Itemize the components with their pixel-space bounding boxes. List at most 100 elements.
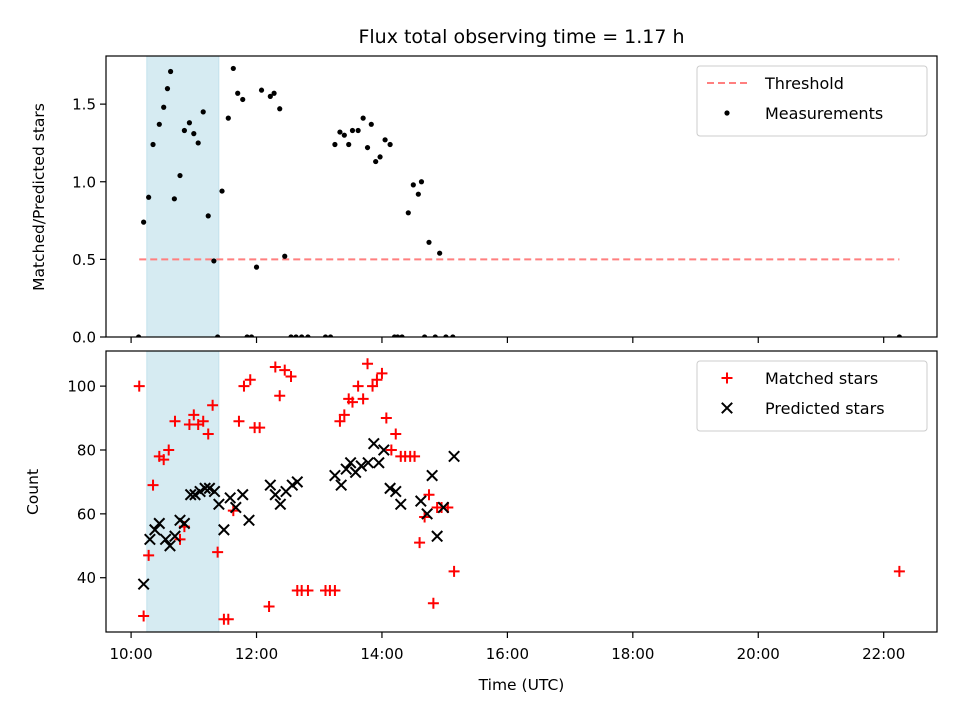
- bottom-predicted-stars-point: [340, 463, 353, 476]
- bottom-x-tick-label: 12:00: [235, 645, 278, 663]
- top-legend-measurements-label: Measurements: [765, 104, 883, 123]
- top-series-group: [136, 65, 902, 337]
- bottom-x-tick-label: 16:00: [486, 645, 529, 663]
- bottom-predicted-stars-point: [362, 456, 375, 469]
- top-measurements-point: [240, 96, 246, 103]
- bottom-matched-stars-point: [371, 374, 383, 386]
- bottom-matched-stars-point: [352, 380, 364, 392]
- bottom-predicted-stars-point: [377, 444, 390, 456]
- top-measurements-point: [267, 93, 273, 99]
- bottom-predicted-stars-point: [394, 498, 407, 511]
- bottom-predicted-stars-point: [184, 488, 197, 501]
- top-measurements-point: [426, 239, 432, 245]
- top-measurements-point: [215, 334, 221, 337]
- bottom-axes-frame: [105, 350, 938, 633]
- bottom-predicted-stars-point: [384, 482, 397, 495]
- bottom-matched-stars-point: [147, 479, 159, 491]
- bottom-y-tick-label: 40: [77, 569, 96, 587]
- top-measurements-point: [161, 104, 167, 110]
- x-axis-label: Time (UTC): [478, 676, 565, 694]
- bottom-predicted-stars-point: [448, 450, 460, 463]
- top-measurements-point: [277, 106, 283, 112]
- top-measurements-point: [395, 334, 401, 337]
- bottom-predicted-stars-point: [367, 437, 380, 450]
- top-measurements-point: [248, 334, 255, 337]
- top-y-axis-label: Matched/Predicted stars: [30, 103, 48, 291]
- bottom-predicted-stars-point: [243, 514, 255, 527]
- bottom-predicted-stars-point: [149, 523, 161, 536]
- top-measurements-point: [150, 141, 156, 148]
- bottom-matched-stars-point: [163, 444, 175, 456]
- bottom-matched-stars-point: [448, 565, 460, 577]
- bottom-predicted-stars-point: [372, 456, 385, 469]
- bottom-matched-stars-point: [207, 399, 219, 411]
- bottom-x-tick-label: 22:00: [862, 645, 905, 663]
- top-measurements-point: [364, 144, 371, 151]
- bottom-predicted-stars-point: [431, 530, 444, 543]
- bottom-legend-matched-stars-label: Matched stars: [765, 369, 878, 388]
- bottom-predicted-stars-point: [199, 482, 212, 495]
- top-measurements-point: [156, 121, 162, 127]
- bottom-x-tick-label: 20:00: [737, 645, 780, 663]
- top-measurements-point: [432, 334, 438, 337]
- bottom-matched-stars-point: [143, 549, 155, 561]
- bottom-matched-stars-point: [357, 393, 369, 405]
- top-measurements-point: [322, 334, 329, 337]
- top-measurements-point: [271, 90, 277, 96]
- top-measurements-point: [146, 194, 152, 200]
- top-measurements-point: [373, 158, 379, 165]
- bottom-matched-stars-point: [174, 533, 186, 545]
- top-measurements-point: [341, 132, 347, 138]
- top-measurements-point: [418, 179, 425, 185]
- top-measurements-point: [191, 131, 197, 137]
- bottom-y-tick-label: 60: [77, 505, 96, 523]
- top-legend-measurements-swatch: [724, 110, 730, 116]
- top-measurements-point: [136, 334, 142, 337]
- bottom-x-tick-label: 10:00: [109, 645, 152, 663]
- bottom-matched-stars-point: [423, 489, 435, 501]
- bottom-predicted-stars-point: [329, 469, 341, 482]
- top-measurements-point: [171, 196, 177, 202]
- bottom-predicted-stars-point: [389, 485, 402, 498]
- top-measurements-point: [288, 334, 294, 337]
- top-measurements-point: [164, 86, 171, 92]
- top-measurements-point: [443, 334, 449, 337]
- bottom-matched-stars-point: [202, 428, 214, 440]
- bottom-matched-stars-point: [329, 584, 341, 596]
- top-measurements-point: [258, 87, 265, 93]
- top-measurements-point: [200, 109, 206, 115]
- bottom-predicted-stars-point: [274, 498, 287, 511]
- bottom-matched-stars-point: [390, 428, 402, 440]
- bottom-matched-stars-point: [222, 613, 234, 625]
- top-measurements-point: [377, 154, 383, 160]
- bottom-matched-stars-point: [380, 412, 392, 424]
- top-measurements-point: [327, 334, 334, 337]
- top-measurements-point: [205, 213, 211, 219]
- top-measurements-point: [349, 127, 356, 134]
- top-axes-frame: [105, 55, 938, 338]
- top-measurements-point: [450, 334, 456, 337]
- top-measurements-point: [282, 253, 288, 259]
- bottom-predicted-stars-point: [137, 578, 150, 591]
- top-measurements-point: [181, 127, 187, 134]
- top-measurements-point: [410, 182, 416, 188]
- bottom-predicted-stars-point: [264, 479, 277, 492]
- top-observing-span: [146, 55, 220, 338]
- top-measurements-point: [225, 115, 231, 121]
- bottom-predicted-stars-point: [414, 495, 427, 507]
- top-measurements-point: [219, 188, 225, 194]
- bottom-predicted-stars-point: [421, 507, 434, 520]
- top-y-tick-label: 0.0: [72, 329, 96, 347]
- bottom-matched-stars-point: [427, 597, 439, 609]
- bottom-matched-stars-point: [893, 565, 905, 577]
- bottom-predicted-stars-point: [178, 517, 191, 530]
- bottom-predicted-stars-point: [291, 476, 304, 488]
- top-measurements-point: [415, 191, 421, 197]
- top-y-tick-label: 0.5: [72, 251, 96, 269]
- bottom-legend-predicted-stars-swatch: [721, 402, 733, 414]
- top-measurements-point: [211, 258, 217, 264]
- top-measurements-point: [230, 65, 236, 72]
- top-measurements-point: [141, 219, 147, 225]
- bottom-series-group: [133, 358, 905, 625]
